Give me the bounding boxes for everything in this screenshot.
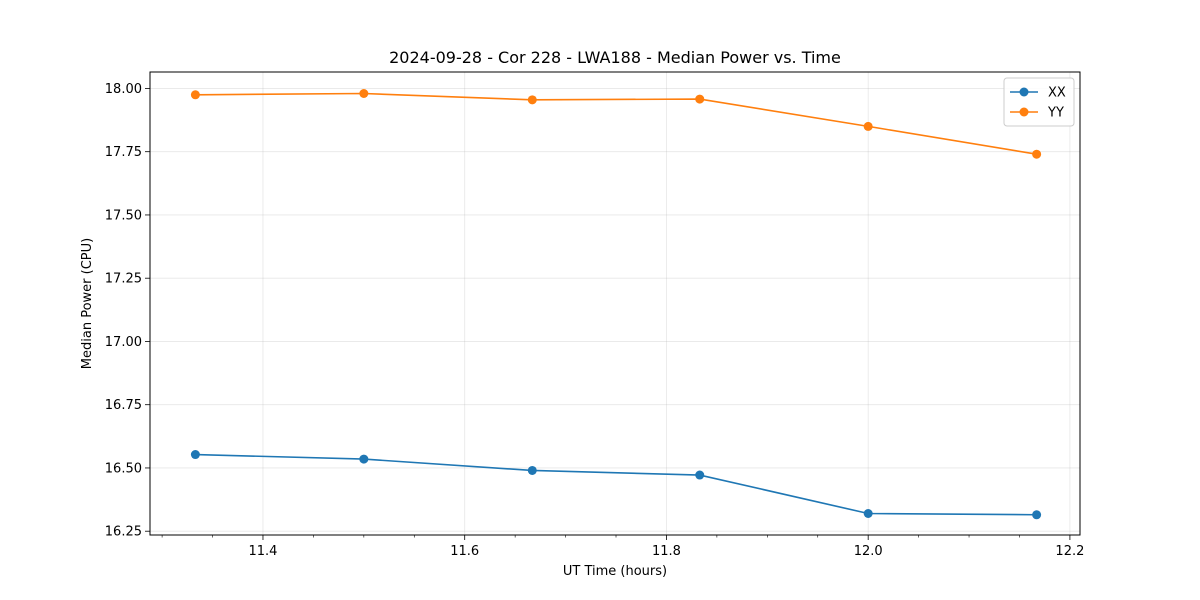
- x-axis: 11.4 11.6 11.8 12.0 12.2: [161, 535, 1084, 559]
- y-tick-label: 16.50: [105, 461, 142, 476]
- x-tick-label: 12.2: [1055, 544, 1084, 559]
- data-point-xx: [1032, 510, 1042, 520]
- data-point-xx: [359, 454, 369, 464]
- x-axis-label: UT Time (hours): [563, 564, 667, 579]
- x-tick-label: 11.8: [652, 544, 681, 559]
- plot-frame: [149, 71, 1081, 536]
- data-point-yy: [359, 89, 369, 99]
- data-point-yy: [1032, 149, 1042, 159]
- series-line-xx: [195, 453, 1037, 516]
- legend-label-yy: YY: [1047, 106, 1064, 121]
- data-point-xx: [190, 450, 200, 460]
- y-axis: 16.25 16.50 16.75 17.00 17.25 17.50 17.75 18.00: [105, 82, 150, 540]
- x-tick-label: 11.6: [450, 544, 479, 559]
- data-point-yy: [695, 94, 705, 104]
- y-tick-label: 16.75: [105, 398, 142, 413]
- data-point-xx: [527, 465, 537, 475]
- chart-title: 2024-09-28 - Cor 228 - LWA188 - Median P…: [389, 48, 841, 67]
- y-tick-label: 17.75: [105, 145, 142, 160]
- legend-label-xx: XX: [1048, 86, 1066, 101]
- y-tick-label: 17.00: [105, 335, 142, 350]
- x-tick-label: 12.0: [854, 544, 883, 559]
- x-tick-label: 11.4: [248, 544, 277, 559]
- data-point-yy: [863, 121, 873, 131]
- y-axis-label: Median Power (CPU): [80, 238, 95, 369]
- y-tick-label: 17.25: [105, 272, 142, 287]
- series-layer: [190, 89, 1042, 520]
- y-tick-label: 17.50: [105, 208, 142, 223]
- legend: XX YY: [1003, 77, 1075, 127]
- data-point-xx: [695, 470, 705, 480]
- grid: [150, 72, 1080, 535]
- legend-marker-yy: [1019, 107, 1029, 117]
- y-tick-label: 16.25: [105, 525, 142, 540]
- legend-marker-xx: [1019, 87, 1029, 97]
- data-point-yy: [527, 95, 537, 105]
- series-line-yy: [195, 92, 1037, 156]
- y-tick-label: 18.00: [105, 82, 142, 97]
- data-point-yy: [190, 90, 200, 100]
- data-point-xx: [863, 508, 873, 518]
